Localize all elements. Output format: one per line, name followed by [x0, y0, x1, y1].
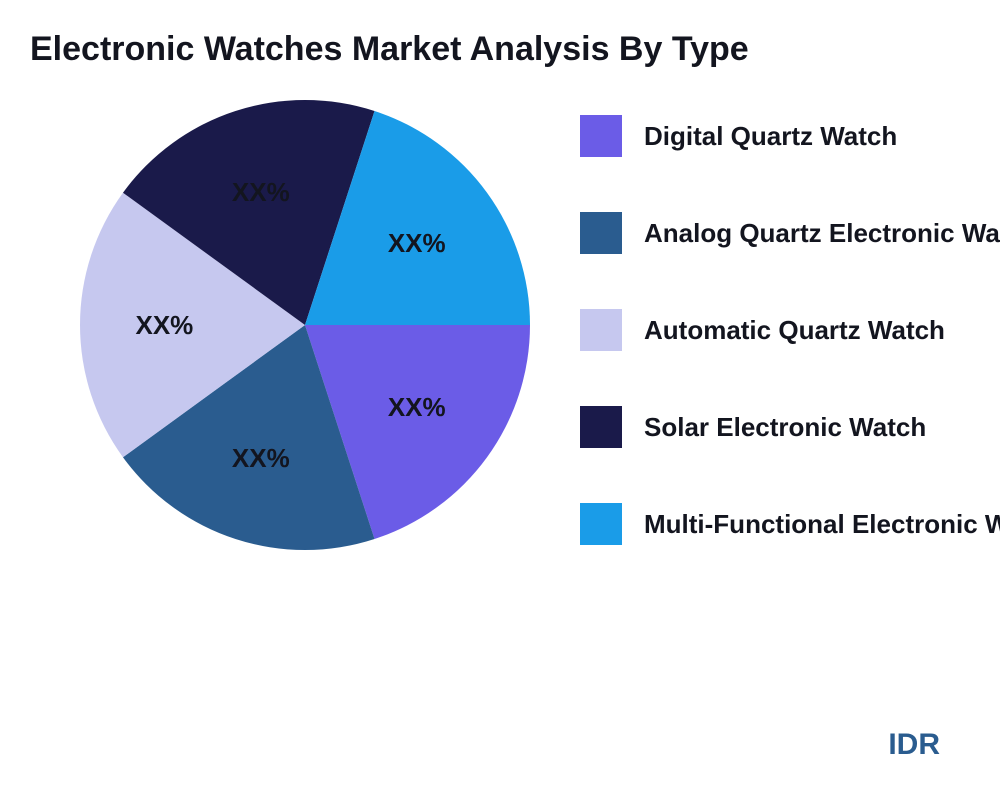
legend-label-2: Automatic Quartz Watch [644, 315, 945, 346]
legend-label-4: Multi-Functional Electronic Watch [644, 509, 1000, 540]
legend-item-4: Multi-Functional Electronic Watch [580, 503, 1000, 545]
legend-item-2: Automatic Quartz Watch [580, 309, 1000, 351]
slice-label-4: XX% [388, 228, 446, 259]
legend-label-1: Analog Quartz Electronic Watch [644, 218, 1000, 249]
legend: Digital Quartz Watch Analog Quartz Electr… [580, 115, 1000, 600]
legend-label-0: Digital Quartz Watch [644, 121, 897, 152]
chart-title: Electronic Watches Market Analysis By Ty… [30, 30, 749, 69]
slice-label-0: XX% [388, 392, 446, 423]
pie-chart-container: XX% XX% XX% XX% XX% [80, 100, 530, 600]
legend-swatch-0 [580, 115, 622, 157]
slice-label-1: XX% [232, 443, 290, 474]
legend-item-3: Solar Electronic Watch [580, 406, 1000, 448]
legend-swatch-4 [580, 503, 622, 545]
slice-label-3: XX% [232, 177, 290, 208]
legend-swatch-1 [580, 212, 622, 254]
legend-swatch-2 [580, 309, 622, 351]
slice-label-2: XX% [136, 310, 194, 341]
legend-item-0: Digital Quartz Watch [580, 115, 1000, 157]
legend-swatch-3 [580, 406, 622, 448]
legend-item-1: Analog Quartz Electronic Watch [580, 212, 1000, 254]
legend-label-3: Solar Electronic Watch [644, 412, 926, 443]
footer-brand: IDR [888, 728, 940, 762]
